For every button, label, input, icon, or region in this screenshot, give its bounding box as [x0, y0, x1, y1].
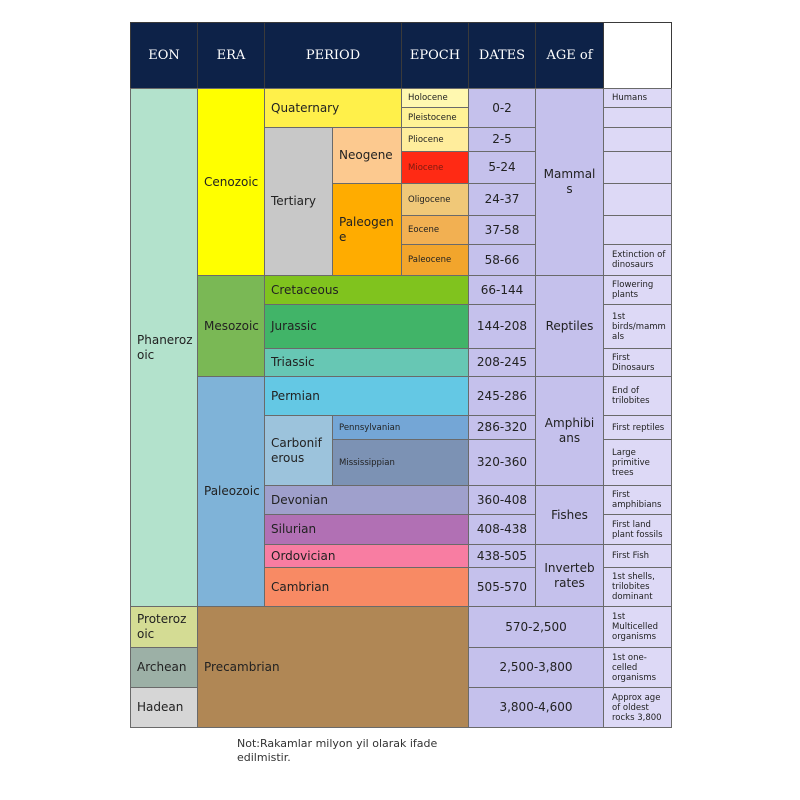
date-cell: 505-570 [468, 567, 536, 607]
date-cell: 208-245 [468, 348, 536, 377]
period-silurian: Silurian [264, 514, 469, 545]
epoch-oligocene: Oligocene [401, 183, 469, 216]
footnote: Not:Rakamlar milyon yil olarak ifade edi… [237, 737, 438, 764]
age-amphibians: Amphibi ans [535, 376, 604, 486]
era-cenozoic: Cenozoic [197, 88, 265, 276]
event-large-trees: Large primitive trees [603, 439, 672, 486]
date-cell: 5-24 [468, 151, 536, 184]
date-cell: 360-408 [468, 485, 536, 515]
period-permian: Permian [264, 376, 469, 416]
period-triassic: Triassic [264, 348, 469, 377]
event-oldest-rocks: Approx age of oldest rocks 3,800 [603, 687, 672, 728]
header-blank [603, 22, 672, 89]
date-cell: 37-58 [468, 215, 536, 245]
age-fishes: Fishes [535, 485, 604, 545]
eon-proterozoic: Proteroz oic [130, 606, 198, 648]
epoch-eocene: Eocene [401, 215, 469, 245]
period-jurassic: Jurassic [264, 304, 469, 349]
header-period: PERIOD [264, 22, 402, 89]
event-first-dinosaurs: First Dinosaurs [603, 348, 672, 377]
event-end-trilobites: End of trilobites [603, 376, 672, 416]
period-pennsylvanian: Pennsylvanian [332, 415, 469, 440]
event-one-celled: 1st one-celled organisms [603, 647, 672, 688]
period-neogene: Neogene [332, 127, 402, 184]
date-cell: 286-320 [468, 415, 536, 440]
era-precambrian: Precambrian [197, 606, 469, 728]
event-empty [603, 215, 672, 245]
epoch-pleistocene: Pleistocene [401, 107, 469, 128]
event-shells-trilobites: 1st shells, trilobites dominant [603, 567, 672, 607]
period-ordovician: Ordovician [264, 544, 469, 568]
header-age-of: AGE of [535, 22, 604, 89]
era-mesozoic: Mesozoic [197, 275, 265, 377]
event-first-land-plants: First land plant fossils [603, 514, 672, 545]
era-paleozoic: Paleozoic [197, 376, 265, 607]
event-first-amphibians: First amphibians [603, 485, 672, 515]
event-first-birds: 1st birds/mamm als [603, 304, 672, 349]
event-empty [603, 107, 672, 128]
event-flowering-plants: Flowering plants [603, 275, 672, 305]
date-cell: 570-2,500 [468, 606, 604, 648]
event-empty [603, 183, 672, 216]
age-invertebrates: Inverteb rates [535, 544, 604, 607]
date-cell: 58-66 [468, 244, 536, 276]
period-tertiary: Tertiary [264, 127, 333, 276]
period-devonian: Devonian [264, 485, 469, 515]
date-cell: 320-360 [468, 439, 536, 486]
date-cell: 144-208 [468, 304, 536, 349]
header-epoch: EPOCH [401, 22, 469, 89]
period-quaternary: Quaternary [264, 88, 402, 128]
event-empty [603, 127, 672, 152]
date-cell: 0-2 [468, 88, 536, 128]
period-carboniferous: Carbonif erous [264, 415, 333, 486]
event-extinction-dinosaurs: Extinction of dinosaurs [603, 244, 672, 276]
header-dates: DATES [468, 22, 536, 89]
period-mississippian: Mississippian [332, 439, 469, 486]
event-first-fish: First Fish [603, 544, 672, 568]
header-eon: EON [130, 22, 198, 89]
eon-hadean: Hadean [130, 687, 198, 728]
date-cell: 2-5 [468, 127, 536, 152]
age-mammals: Mammal s [535, 88, 604, 276]
event-humans: Humans [603, 88, 672, 108]
eon-archean: Archean [130, 647, 198, 688]
event-first-reptiles: First reptiles [603, 415, 672, 440]
date-cell: 66-144 [468, 275, 536, 305]
date-cell: 245-286 [468, 376, 536, 416]
date-cell: 3,800-4,600 [468, 687, 604, 728]
period-paleogene: Paleogen e [332, 183, 402, 276]
epoch-holocene: Holocene [401, 88, 469, 108]
period-cretaceous: Cretaceous [264, 275, 469, 305]
date-cell: 438-505 [468, 544, 536, 568]
epoch-pliocene: Pliocene [401, 127, 469, 152]
epoch-paleocene: Paleocene [401, 244, 469, 276]
date-cell: 2,500-3,800 [468, 647, 604, 688]
header-era: ERA [197, 22, 265, 89]
period-cambrian: Cambrian [264, 567, 469, 607]
date-cell: 24-37 [468, 183, 536, 216]
epoch-miocene: Miocene [401, 151, 469, 184]
eon-phanerozoic: Phaneroz oic [130, 88, 198, 607]
event-empty [603, 151, 672, 184]
age-reptiles: Reptiles [535, 275, 604, 377]
date-cell: 408-438 [468, 514, 536, 545]
event-multicelled: 1st Multicelled organisms [603, 606, 672, 648]
